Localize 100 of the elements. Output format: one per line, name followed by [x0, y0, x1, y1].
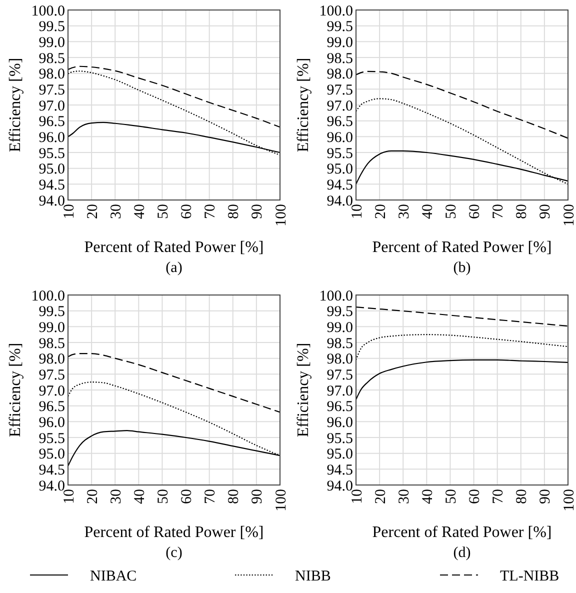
line-series [355, 359, 569, 400]
y-tick-label: 94.5 [326, 462, 353, 478]
legend-label: NIBB [295, 568, 331, 584]
x-tick-label: 100 [561, 489, 576, 512]
y-tick-label: 98.5 [326, 50, 353, 67]
y-tick-label: 97.0 [38, 98, 65, 114]
line-series [355, 98, 569, 185]
x-tick-label: 90 [250, 489, 266, 504]
y-tick-label: 98.5 [326, 336, 353, 352]
y-tick-label: 96.5 [38, 399, 65, 416]
text: (b) [453, 260, 471, 276]
y-tick-label: 96.0 [326, 130, 353, 146]
x-tick-label: 90 [250, 204, 266, 219]
x-tick-label: 20 [372, 489, 389, 504]
y-tick-label: 94.5 [38, 462, 65, 478]
y-tick-label: 97.5 [326, 367, 353, 384]
x-tick-label: 30 [108, 204, 124, 219]
y-tick-label: 99.0 [38, 320, 65, 336]
y-tick-label: 95.0 [38, 162, 65, 178]
text: (a) [166, 260, 182, 276]
x-tick-label: 60 [467, 204, 484, 219]
y-tick-label: 99.0 [38, 34, 65, 51]
y-tick-label: 94.0 [326, 478, 353, 494]
x-tick-label: 90 [538, 204, 554, 219]
y-tick-label: 98.5 [38, 336, 65, 352]
y-tick-label: 95.5 [326, 146, 353, 162]
x-tick-label: 50 [155, 204, 172, 219]
y-tick-label: 95.0 [326, 446, 353, 463]
y-tick-label: 99.0 [326, 34, 353, 51]
x-tick-label: 70 [490, 489, 507, 504]
y-tick-label: 96.5 [326, 399, 353, 416]
y-tick-label: 94.5 [38, 177, 65, 194]
x-tick-label: 30 [396, 489, 412, 504]
x-tick-label: 100 [273, 204, 290, 226]
y-axis-title: Efficiency [%] [7, 342, 24, 438]
y-tick-label: 97.5 [326, 82, 353, 98]
y-axis-title: Efficiency [%] [295, 58, 312, 152]
x-tick-label: 70 [202, 204, 219, 219]
legend-label: TL-NIBB [500, 568, 560, 584]
y-tick-label: 98.0 [326, 352, 353, 368]
line-series [355, 334, 569, 360]
y-tick-label: 98.0 [38, 352, 65, 368]
legend-label: NIBAC [90, 568, 137, 584]
y-tick-label: 99.5 [326, 304, 353, 320]
y-tick-label: 99.5 [326, 19, 353, 36]
x-tick-label: 60 [467, 489, 484, 504]
y-tick-label: 95.0 [38, 446, 65, 463]
y-tick-label: 100.0 [31, 3, 65, 20]
line-series [67, 353, 281, 413]
y-tick-label: 95.0 [326, 162, 353, 178]
text: (c) [166, 545, 182, 561]
y-axis-title: Efficiency [%] [7, 58, 24, 152]
y-tick-label: 99.0 [326, 320, 353, 336]
x-tick-label: 40 [132, 204, 148, 219]
y-axis-title: Efficiency [%] [295, 342, 312, 438]
x-tick-label: 30 [396, 204, 412, 219]
y-tick-label: 97.0 [326, 98, 353, 114]
y-tick-label: 94.5 [326, 177, 353, 194]
x-tick-label: 100 [273, 489, 290, 512]
y-tick-label: 98.0 [38, 66, 65, 83]
x-tick-label: 60 [179, 204, 196, 219]
y-tick-label: 100.0 [31, 288, 65, 304]
line-series [67, 66, 281, 128]
x-axis-title: Percent of Rated Power [%] [372, 239, 552, 256]
y-tick-label: 98.5 [38, 50, 65, 67]
x-tick-label: 80 [514, 204, 530, 219]
y-tick-label: 96.0 [38, 414, 65, 431]
line-series [355, 70, 569, 139]
y-tick-label: 96.0 [326, 414, 353, 431]
x-tick-label: 90 [538, 489, 554, 504]
y-tick-label: 99.5 [38, 304, 65, 320]
x-tick-label: 40 [132, 489, 148, 504]
y-tick-label: 94.0 [38, 478, 65, 494]
y-tick-label: 100.0 [319, 3, 353, 20]
y-tick-label: 96.0 [38, 130, 65, 146]
x-tick-label: 20 [84, 489, 101, 504]
y-tick-label: 97.0 [326, 383, 353, 400]
y-tick-label: 95.5 [38, 430, 65, 447]
x-tick-label: 20 [84, 204, 101, 219]
text: (d) [453, 545, 471, 561]
y-tick-label: 97.5 [38, 367, 65, 384]
y-tick-label: 95.5 [326, 430, 353, 447]
x-tick-label: 70 [490, 204, 507, 219]
x-tick-label: 40 [420, 204, 436, 219]
y-tick-label: 96.5 [326, 114, 353, 130]
x-tick-label: 100 [561, 204, 576, 226]
y-tick-label: 98.0 [326, 66, 353, 83]
y-tick-label: 100.0 [319, 288, 353, 304]
x-axis-title: Percent of Rated Power [%] [84, 524, 264, 541]
x-tick-label: 60 [179, 489, 196, 504]
y-tick-label: 95.5 [38, 146, 65, 162]
x-tick-label: 80 [226, 204, 242, 219]
y-tick-label: 94.0 [38, 193, 65, 210]
x-axis-title: Percent of Rated Power [%] [84, 239, 264, 256]
x-tick-label: 30 [108, 489, 124, 504]
y-tick-label: 94.0 [326, 193, 353, 210]
line-series [355, 306, 569, 327]
x-axis-title: Percent of Rated Power [%] [372, 524, 552, 541]
line-series [67, 70, 281, 156]
x-tick-label: 20 [372, 204, 389, 219]
